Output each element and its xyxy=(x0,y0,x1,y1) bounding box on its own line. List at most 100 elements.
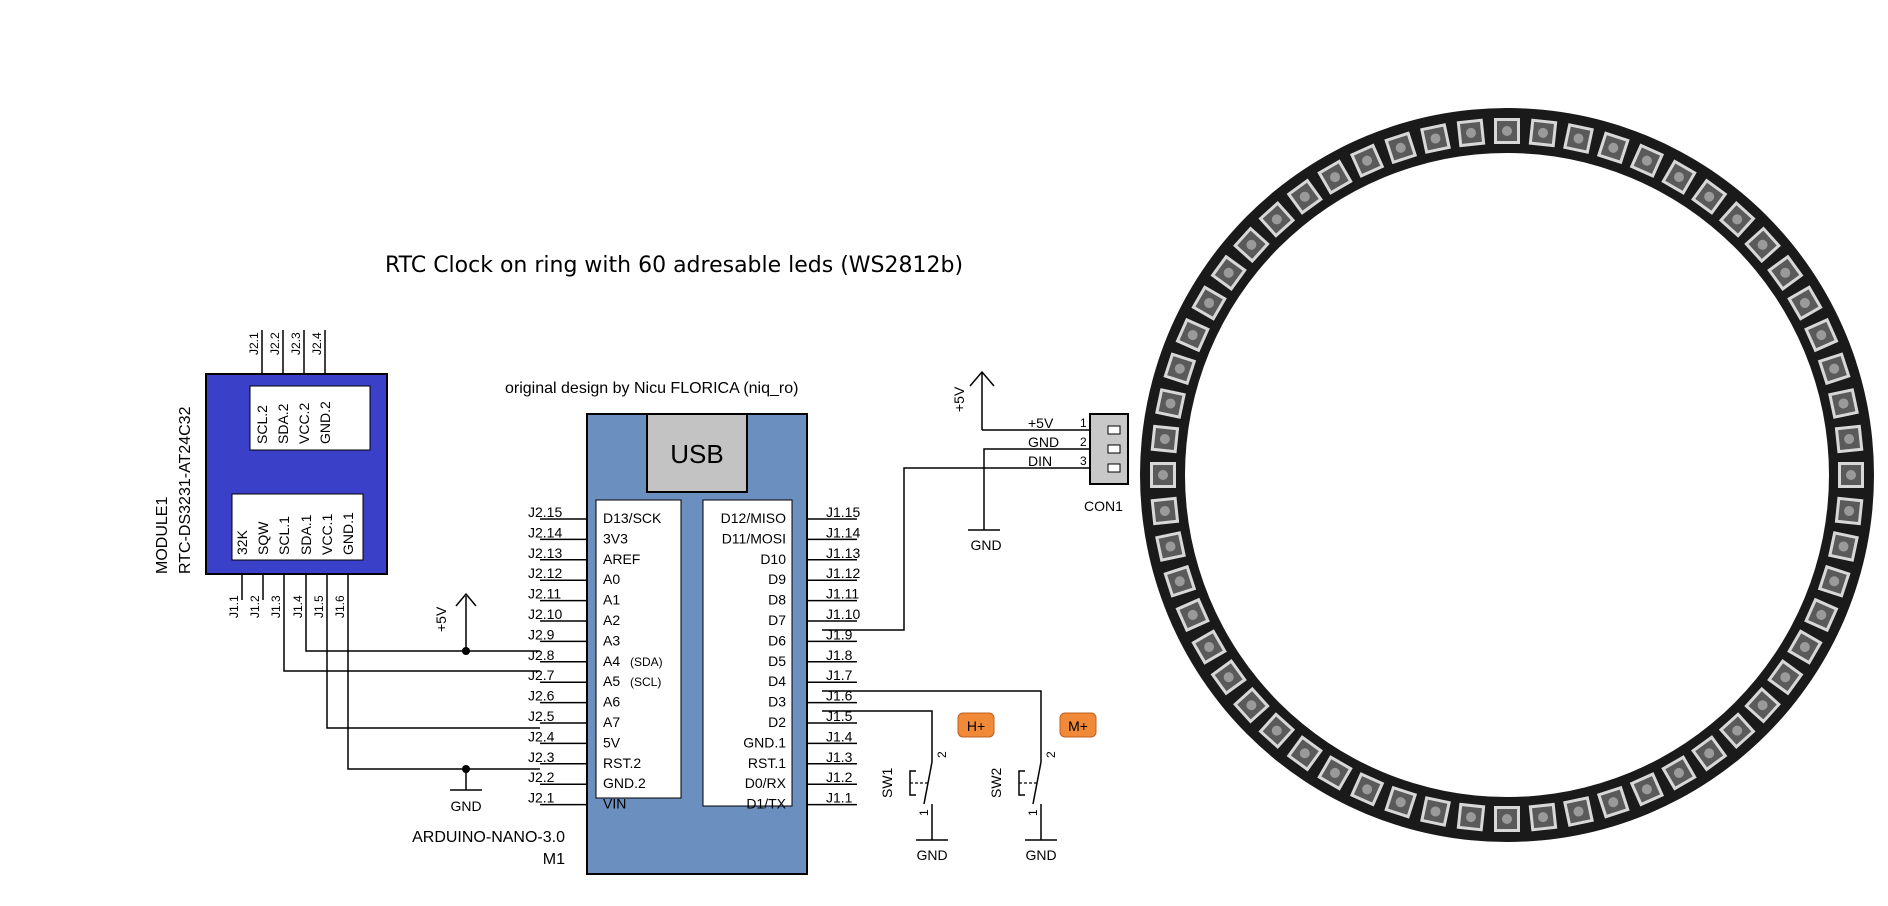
nano-ref: M1 xyxy=(543,851,565,868)
ring-led xyxy=(1150,424,1180,454)
nano-right-connector-label: J1.14 xyxy=(826,524,860,540)
rtc-bottom-pin-label: SDA.1 xyxy=(298,514,314,555)
ring-led xyxy=(1767,659,1804,696)
ring-led xyxy=(1317,755,1353,791)
nano-right-pin-label: D3 xyxy=(768,694,786,710)
nano-right-connector-label: J1.1 xyxy=(826,790,853,806)
nano-left-connector-label: J2.2 xyxy=(528,769,555,785)
ring-led xyxy=(1563,123,1594,154)
nano-right-connector-label: J1.4 xyxy=(826,728,853,744)
rtc-bottom-pin-label: 32K xyxy=(234,529,250,555)
rtc-top-pin-label: SDA.2 xyxy=(275,403,291,444)
nano-left-connector-label: J2.8 xyxy=(528,647,555,663)
nano-left-pin-label: AREF xyxy=(603,551,640,567)
ring-led xyxy=(1828,531,1859,562)
nano-left-pin-box xyxy=(595,499,682,799)
rtc-module: SCL.2 J2.1 SDA.2 J2.2 VCC.2 J2.3 GND.2 J2.4 32K… xyxy=(154,330,388,618)
nano-left-connector-label: J2.9 xyxy=(528,626,555,642)
ring-led xyxy=(1828,388,1859,419)
rtc-bottom-connector-label: J1.6 xyxy=(333,595,347,618)
rtc-top-pin-label: SCL.2 xyxy=(254,405,270,444)
ring-led xyxy=(1817,564,1851,598)
con1-name: CON1 xyxy=(1084,498,1123,514)
ring-led xyxy=(1804,317,1839,353)
rtc-bottom-connector-label: J1.3 xyxy=(269,595,283,618)
nano-right-pin-label: D9 xyxy=(768,571,786,587)
nano-right-connector-label: J1.11 xyxy=(826,586,859,602)
nano-right-connector-label: J1.2 xyxy=(826,769,853,785)
ring-led xyxy=(1629,772,1665,807)
rtc-top-connector-label: J2.2 xyxy=(268,332,282,355)
switch-name: SW1 xyxy=(879,767,895,798)
ring-led xyxy=(1286,178,1323,215)
nano-left-pin-label: RST.2 xyxy=(603,755,641,771)
switch-pin-number: 1 xyxy=(1026,809,1040,816)
ring-led xyxy=(1150,462,1176,488)
rtc-bottom-pin-label: SQW xyxy=(255,521,271,555)
ring-led xyxy=(1494,806,1520,832)
ring-led xyxy=(1691,735,1728,772)
nano-left-connector-label: J2.6 xyxy=(528,688,555,704)
ring-led xyxy=(1718,201,1756,238)
nano-left-pin-label: A6 xyxy=(603,694,620,710)
con1-pin-number: 3 xyxy=(1080,454,1087,468)
ring-led xyxy=(1563,796,1594,827)
ring-led xyxy=(1767,254,1804,291)
ring-led xyxy=(1528,802,1558,832)
ring-led xyxy=(1817,352,1851,386)
ring-led xyxy=(1834,496,1864,526)
nano-left-pin-label: A1 xyxy=(603,592,620,608)
switch-name: SW2 xyxy=(988,767,1004,798)
nano-left-pin-label: A0 xyxy=(603,571,620,587)
ring-led xyxy=(1528,118,1558,148)
ring-led xyxy=(1384,785,1418,819)
ring-led xyxy=(1420,796,1451,827)
ring-led xyxy=(1175,317,1210,353)
nano-right-pin-label: RST.1 xyxy=(748,755,786,771)
button-badge xyxy=(957,712,995,738)
ring-led xyxy=(1175,597,1210,633)
rtc-bottom-pin-label: VCC.1 xyxy=(319,514,335,555)
ring-led xyxy=(1191,629,1227,665)
nano-right-pin-label: D6 xyxy=(768,632,786,648)
nano-left-pin-label: D13/SCK xyxy=(603,510,662,526)
nano-left-connector-label: J2.7 xyxy=(528,667,555,683)
nano-right-pin-box xyxy=(702,499,793,807)
ring-led xyxy=(1691,178,1728,215)
nano-right-pin-label: D11/MOSI xyxy=(722,530,786,546)
rtc-bottom-connector-label: J1.2 xyxy=(248,595,262,618)
nano-right-connector-label: J1.5 xyxy=(826,708,853,724)
rtc-bottom-pin-label: SCL.1 xyxy=(276,516,292,555)
nano-pin-note: (SCL) xyxy=(630,675,661,689)
rtc-bottom-connector-label: J1.4 xyxy=(291,595,305,618)
switch-gnd-label: GND xyxy=(916,847,947,863)
push-switch: 2 1 SW1 GND H+ xyxy=(879,712,995,863)
ring-led xyxy=(1787,629,1823,665)
nano-left-connector-label: J2.5 xyxy=(528,708,555,724)
ring-led xyxy=(1286,735,1323,772)
button-badge xyxy=(1059,712,1097,738)
switch-pin-number: 1 xyxy=(917,809,931,816)
ring-led xyxy=(1744,226,1781,264)
ring-led xyxy=(1233,226,1270,264)
nano-right-pin-label: D12/MISO xyxy=(721,510,786,526)
ring-led xyxy=(1258,201,1296,238)
nano-left-connector-label: J2.15 xyxy=(528,504,562,520)
con1-pin-label: DIN xyxy=(1028,453,1052,469)
ring-led xyxy=(1787,285,1823,321)
design-credit: original design by Nicu FLORICA (niq_ro) xyxy=(505,380,798,397)
ring-led xyxy=(1233,686,1270,724)
led-ring xyxy=(1140,108,1874,842)
switches: 2 1 SW1 GND H+ 2 1 SW2 GND M+ xyxy=(879,712,1097,863)
ring-led xyxy=(1596,131,1630,165)
junction-dot xyxy=(462,765,470,773)
switch-pin-number: 2 xyxy=(935,751,949,758)
con1-connector: +5V 1 GND 2 DIN 3 CON1 xyxy=(1028,413,1129,514)
nano-right-pin-label: D2 xyxy=(768,714,786,730)
nano-left-connector-label: J2.3 xyxy=(528,749,555,765)
ring-led xyxy=(1744,686,1781,724)
nano-right-pin-label: D4 xyxy=(768,673,786,689)
ring-led xyxy=(1629,143,1665,178)
rtc-top-pin-box xyxy=(249,385,371,451)
